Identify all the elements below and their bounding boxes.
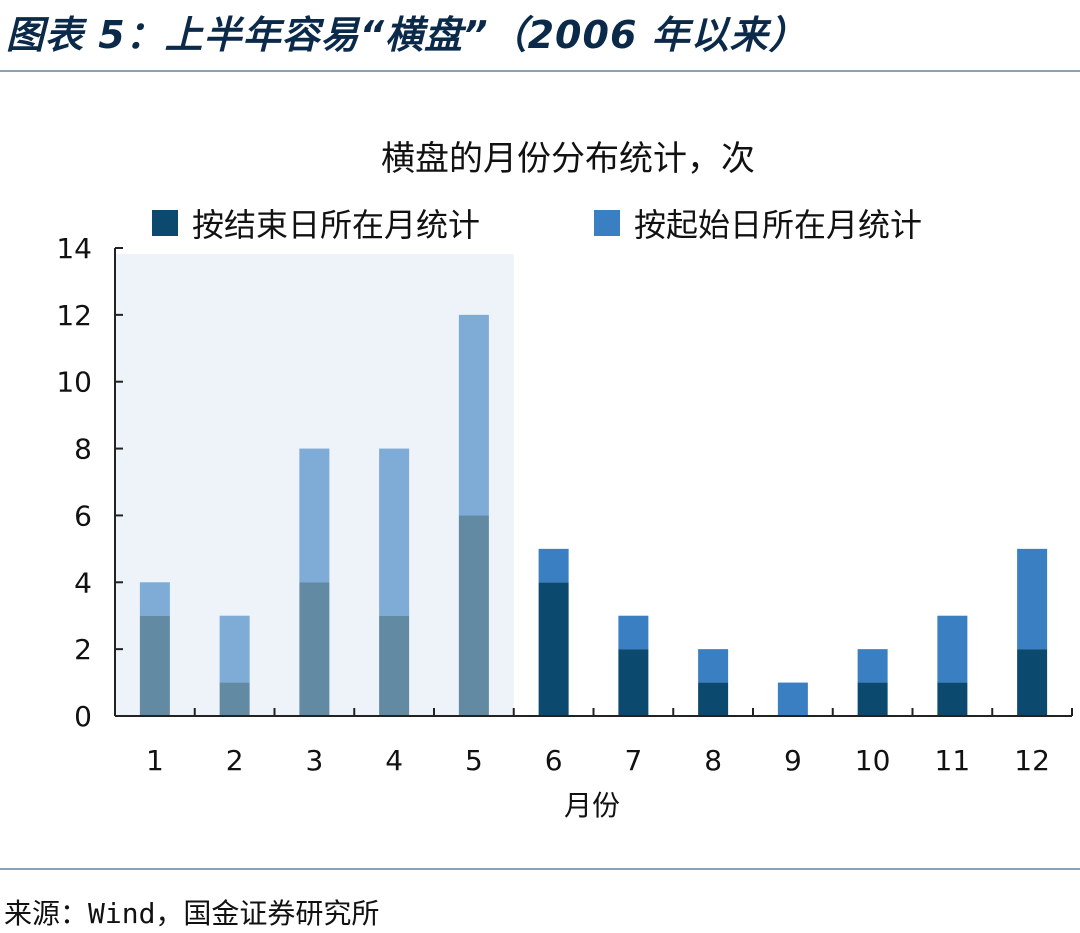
bar-start-month-4 bbox=[379, 448, 410, 616]
y-tick-label: 0 bbox=[74, 700, 92, 733]
x-tick-label: 10 bbox=[855, 744, 891, 777]
x-tick-label: 7 bbox=[624, 744, 642, 777]
bar-end-month-7 bbox=[618, 649, 649, 716]
y-tick-label: 10 bbox=[56, 366, 92, 399]
bar-start-month-11 bbox=[937, 615, 968, 683]
bar-end-month-3 bbox=[299, 582, 330, 716]
x-tick-label: 9 bbox=[784, 744, 802, 777]
bar-start-month-1 bbox=[139, 582, 170, 616]
bar-end-month-10 bbox=[857, 682, 888, 716]
y-tick-label: 8 bbox=[74, 433, 92, 466]
x-tick-label: 12 bbox=[1014, 744, 1050, 777]
bar-start-month-10 bbox=[857, 649, 888, 683]
bar-start-month-2 bbox=[219, 615, 250, 683]
x-tick-label: 6 bbox=[545, 744, 563, 777]
x-tick-label: 2 bbox=[226, 744, 244, 777]
bar-end-month-8 bbox=[698, 682, 729, 716]
bar-start-month-12 bbox=[1017, 548, 1048, 650]
y-tick-label: 2 bbox=[74, 633, 92, 666]
bar-start-month-3 bbox=[299, 448, 330, 583]
legend-label-start: 按起始日所在月统计 bbox=[634, 206, 922, 244]
top-divider bbox=[0, 70, 1080, 72]
legend-swatch-end bbox=[152, 210, 178, 236]
legend-swatch-start bbox=[594, 210, 620, 236]
y-tick-label: 4 bbox=[74, 566, 92, 599]
bar-end-month-12 bbox=[1017, 649, 1048, 716]
bar-end-month-6 bbox=[538, 582, 569, 716]
bar-start-month-6 bbox=[538, 548, 569, 583]
x-tick-label: 8 bbox=[704, 744, 722, 777]
legend: 按结束日所在月统计 按起始日所在月统计 bbox=[152, 206, 922, 244]
bars bbox=[139, 314, 1048, 716]
bar-start-month-8 bbox=[698, 649, 729, 683]
bar-end-month-2 bbox=[219, 682, 250, 716]
y-tick-label: 14 bbox=[56, 232, 92, 265]
bar-end-month-11 bbox=[937, 682, 968, 716]
x-tick-label: 5 bbox=[465, 744, 483, 777]
y-tick-label: 6 bbox=[74, 499, 92, 532]
x-tick-label: 1 bbox=[146, 744, 164, 777]
bar-start-month-9 bbox=[777, 682, 808, 716]
figure-title: 图表 5：上半年容易“横盘”（2006 年以来） bbox=[6, 13, 808, 57]
x-axis-title: 月份 bbox=[564, 789, 620, 822]
x-tick-label: 3 bbox=[305, 744, 323, 777]
x-tick-label: 4 bbox=[385, 744, 403, 777]
x-tick-label: 11 bbox=[935, 744, 971, 777]
legend-label-end: 按结束日所在月统计 bbox=[192, 206, 480, 244]
bar-chart: 横盘的月份分布统计，次 按结束日所在月统计 按起始日所在月统计 0 2 4 6 8 10 1… bbox=[56, 139, 1073, 822]
chart-title: 横盘的月份分布统计，次 bbox=[381, 139, 755, 179]
y-tick-label: 12 bbox=[56, 299, 92, 332]
bar-end-month-4 bbox=[379, 615, 410, 716]
source-note: 来源：Wind，国金证券研究所 bbox=[4, 897, 380, 930]
bar-start-month-5 bbox=[458, 314, 489, 516]
bar-end-month-5 bbox=[458, 515, 489, 716]
bar-start-month-7 bbox=[618, 615, 649, 650]
bar-end-month-1 bbox=[139, 615, 170, 716]
bottom-divider bbox=[0, 868, 1080, 870]
